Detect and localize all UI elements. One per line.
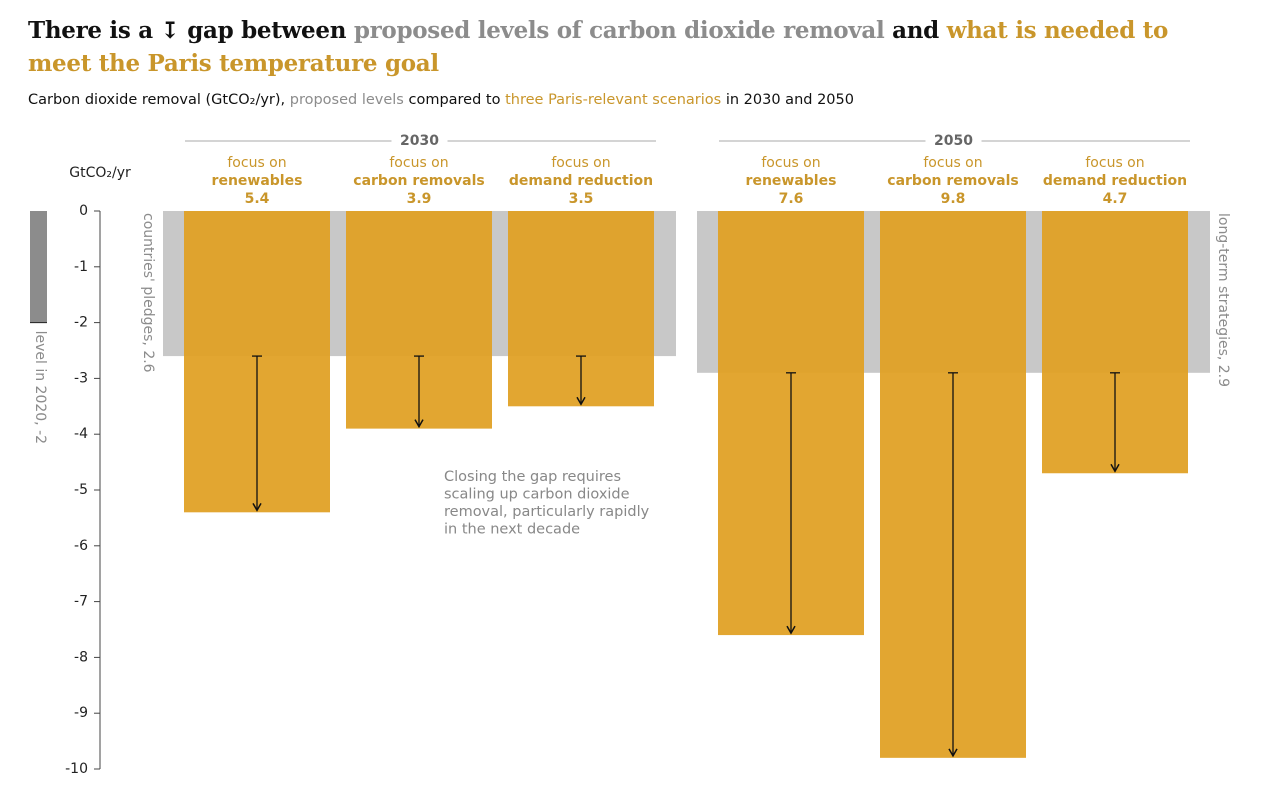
scenario-prefix: focus on [1085,155,1144,171]
y-tick-label: -1 [74,259,88,275]
y-tick-label: -2 [74,315,88,331]
scenario-prefix: focus on [389,155,448,171]
gap-arrow-head [786,625,796,635]
scenario-name: renewables [212,173,303,189]
scenario-value-label: 7.6 [779,191,804,207]
pledge-label: long-term strategies, 2.9 [1215,213,1231,387]
y-axis-label: GtCO₂/yr [69,165,131,181]
y-tick-label: -3 [74,370,88,386]
gap-arrow-head [252,502,262,512]
subtitle-part: proposed levels [289,92,404,108]
scenario-value-label: 3.9 [407,191,432,207]
gap-arrow-head [576,396,586,406]
scenario-prefix: focus on [551,155,610,171]
y-tick-label: -7 [74,594,88,610]
y-tick-label: -6 [74,538,88,554]
group-label: 2030 [400,133,439,149]
subtitle-part: in 2030 and 2050 [721,92,854,108]
chart-subtitle: Carbon dioxide removal (GtCO₂/yr), propo… [28,92,854,108]
y-tick-label: -4 [74,426,88,442]
annotation: Closing the gap requires [444,469,621,485]
title-part: There is a ↧ gap between [28,17,354,44]
pledge-label: countries' pledges, 2.6 [140,213,156,373]
title-part: and [892,17,947,44]
subtitle-part: three Paris-relevant scenarios [505,92,722,108]
title-part: proposed levels of carbon dioxide remova… [353,17,893,44]
scenario-name: demand reduction [509,173,653,189]
scenario-prefix: focus on [923,155,982,171]
y-tick-label: 0 [79,203,88,219]
scenario-name: renewables [746,173,837,189]
y-tick-label: -10 [65,761,88,777]
annotation: scaling up carbon dioxide [444,487,630,503]
chart-title: There is a ↧ gap between proposed levels… [28,14,1228,80]
scenario-value-label: 3.5 [569,191,594,207]
y-tick-label: -9 [74,705,88,721]
scenario-name: demand reduction [1043,173,1187,189]
scenario-name: carbon removals [353,173,484,189]
title-part: what is needed to meet the Paris tempera… [28,17,1176,77]
scenario-prefix: focus on [761,155,820,171]
subtitle-part: compared to [403,92,506,108]
scenario-value-label: 5.4 [245,191,270,207]
y-tick-label: -5 [74,482,88,498]
scenario-value-label: 9.8 [941,191,966,207]
annotation: removal, particularly rapidly [444,504,650,520]
gap-arrow-head [414,419,424,429]
baseline-2020-label: level in 2020, -2 [32,331,48,444]
y-tick-label: -8 [74,649,88,665]
annotation: in the next decade [444,522,580,538]
gap-arrow-head [948,748,958,758]
baseline-2020-bar [30,211,47,323]
scenario-name: carbon removals [887,173,1018,189]
gap-arrow-head [1110,463,1120,473]
subtitle-part: Carbon dioxide removal (GtCO₂/yr), [28,92,290,108]
scenario-prefix: focus on [227,155,286,171]
scenario-value-label: 4.7 [1103,191,1128,207]
group-label: 2050 [934,133,973,149]
